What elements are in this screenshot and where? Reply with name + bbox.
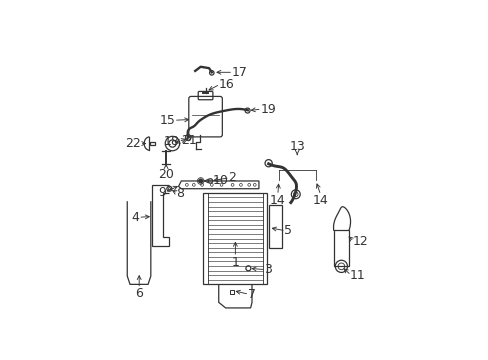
- Bar: [229, 290, 233, 294]
- Circle shape: [198, 179, 202, 183]
- Text: 18: 18: [163, 135, 180, 148]
- Text: 19: 19: [260, 103, 276, 116]
- Text: 16: 16: [218, 78, 234, 91]
- Bar: [333, 230, 348, 266]
- Bar: [203, 193, 267, 284]
- Text: 17: 17: [231, 66, 247, 79]
- Text: 3: 3: [264, 263, 272, 276]
- Text: 7: 7: [247, 288, 255, 301]
- Text: 14: 14: [269, 194, 285, 207]
- Text: 9: 9: [158, 186, 166, 199]
- Text: 6: 6: [135, 287, 143, 300]
- Bar: [150, 142, 155, 145]
- Text: 8: 8: [176, 187, 184, 200]
- Bar: [268, 205, 282, 248]
- Text: 20: 20: [158, 168, 174, 181]
- Text: 14: 14: [312, 194, 328, 207]
- Text: 10: 10: [212, 175, 228, 188]
- Text: 2: 2: [228, 171, 236, 184]
- Text: 5: 5: [284, 224, 292, 237]
- Text: 4: 4: [132, 211, 140, 224]
- Text: 11: 11: [349, 269, 365, 282]
- Text: 22: 22: [125, 137, 141, 150]
- Text: 1: 1: [231, 256, 239, 269]
- Text: 12: 12: [352, 235, 367, 248]
- Text: 15: 15: [159, 114, 175, 127]
- Text: 13: 13: [289, 140, 305, 153]
- Text: 21: 21: [181, 134, 196, 147]
